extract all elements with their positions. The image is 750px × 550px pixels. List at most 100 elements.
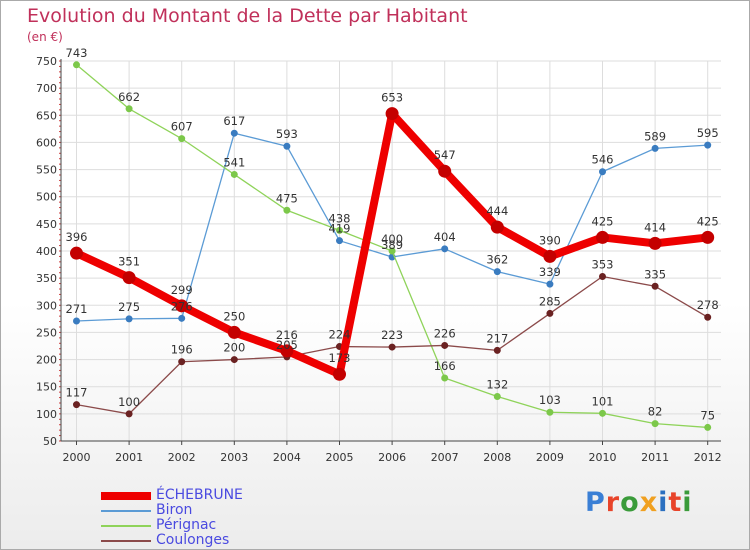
data-point-coulonges [651, 282, 659, 290]
data-label-biron: 404 [434, 230, 456, 244]
data-label-biron: 389 [381, 238, 403, 252]
data-point-biron [546, 280, 554, 288]
data-point-coulonges [73, 401, 80, 409]
data-label-perignac: 607 [171, 120, 193, 134]
data-point-perignac [230, 170, 238, 178]
data-label-perignac: 103 [539, 393, 561, 407]
x-tick-label: 2011 [641, 451, 669, 464]
y-tick-label: 550 [36, 164, 57, 177]
data-point-perignac [441, 374, 449, 382]
data-label-perignac: 541 [223, 155, 245, 169]
data-point-biron [73, 317, 80, 325]
data-label-coulonges: 335 [644, 267, 666, 281]
data-label-echebrune: 547 [434, 148, 456, 162]
data-label-echebrune: 396 [66, 230, 88, 244]
x-tick-label: 2007 [431, 451, 459, 464]
data-point-perignac [125, 105, 133, 113]
data-point-perignac [493, 392, 501, 400]
data-label-biron: 595 [697, 126, 719, 140]
data-label-perignac: 400 [381, 232, 403, 246]
data-label-perignac: 475 [276, 191, 298, 205]
data-label-coulonges: 278 [697, 298, 719, 312]
y-tick-label: 650 [36, 109, 57, 122]
legend-label: Biron [156, 502, 193, 518]
legend-swatch [101, 492, 151, 500]
data-label-perignac: 743 [66, 46, 88, 60]
data-label-echebrune: 414 [644, 220, 666, 234]
data-point-coulonges [493, 346, 501, 354]
data-point-perignac [178, 135, 186, 143]
data-label-coulonges: 226 [434, 326, 456, 340]
data-label-echebrune: 351 [118, 255, 140, 269]
x-tick-label: 2006 [378, 451, 406, 464]
logo-letter: r [605, 487, 621, 518]
data-point-coulonges [704, 313, 712, 321]
logo-letter: i [658, 487, 669, 518]
data-label-perignac: 82 [648, 405, 663, 419]
chart-unit: (en €) [27, 30, 63, 44]
data-point-perignac [546, 408, 554, 416]
y-tick-label: 50 [43, 435, 57, 448]
data-label-perignac: 438 [329, 211, 351, 225]
data-point-echebrune [122, 271, 136, 285]
data-label-echebrune: 653 [381, 91, 403, 105]
data-label-echebrune: 425 [592, 214, 614, 228]
data-point-biron [283, 142, 291, 150]
data-label-coulonges: 205 [276, 338, 298, 352]
data-point-coulonges [388, 343, 396, 351]
y-tick-label: 250 [36, 326, 57, 339]
x-tick-label: 2010 [589, 451, 617, 464]
data-point-perignac [651, 420, 659, 428]
data-label-perignac: 662 [118, 90, 140, 104]
x-tick-label: 2001 [115, 451, 143, 464]
legend-swatch [101, 525, 151, 527]
data-point-biron [493, 268, 501, 276]
data-label-coulonges: 100 [118, 395, 140, 409]
data-point-echebrune [438, 164, 452, 178]
data-point-biron [230, 129, 238, 137]
data-point-perignac [388, 247, 396, 255]
data-point-biron [651, 144, 659, 152]
data-label-biron: 617 [223, 114, 245, 128]
data-label-echebrune: 173 [329, 351, 351, 365]
data-point-echebrune [701, 230, 715, 244]
data-point-echebrune [333, 367, 346, 381]
logo-letter: P [585, 487, 606, 518]
y-tick-label: 150 [36, 381, 57, 394]
data-label-coulonges: 285 [539, 294, 561, 308]
data-point-echebrune [648, 236, 662, 250]
data-point-echebrune [385, 107, 399, 121]
data-point-echebrune [227, 325, 241, 339]
data-point-biron [178, 314, 186, 322]
data-label-biron: 362 [486, 253, 508, 267]
data-label-biron: 546 [592, 153, 614, 167]
y-tick-label: 450 [36, 218, 57, 231]
y-tick-label: 400 [36, 245, 57, 258]
legend-label: Coulonges [156, 532, 230, 548]
y-tick-label: 700 [36, 82, 57, 95]
data-label-perignac: 101 [592, 394, 614, 408]
data-point-coulonges [599, 273, 606, 281]
data-label-echebrune: 444 [486, 204, 508, 218]
data-point-coulonges [178, 358, 186, 366]
data-label-biron: 339 [539, 265, 561, 279]
data-point-perignac [283, 206, 291, 214]
chart-title: Evolution du Montant de la Dette par Hab… [27, 5, 468, 27]
data-point-echebrune [280, 344, 294, 358]
data-point-perignac [599, 409, 606, 417]
data-label-coulonges: 117 [66, 386, 88, 400]
data-point-echebrune [596, 230, 609, 244]
data-point-biron [704, 141, 712, 149]
y-tick-label: 500 [36, 191, 57, 204]
data-label-echebrune: 425 [697, 214, 719, 228]
data-label-biron: 419 [329, 222, 351, 236]
legend-swatch [101, 510, 151, 512]
x-tick-label: 2012 [694, 451, 722, 464]
data-label-echebrune: 299 [171, 283, 193, 297]
data-point-coulonges [230, 356, 238, 364]
data-label-biron: 276 [171, 299, 193, 313]
data-label-coulonges: 223 [381, 328, 403, 342]
data-point-biron [441, 245, 449, 253]
data-point-biron [336, 237, 343, 245]
